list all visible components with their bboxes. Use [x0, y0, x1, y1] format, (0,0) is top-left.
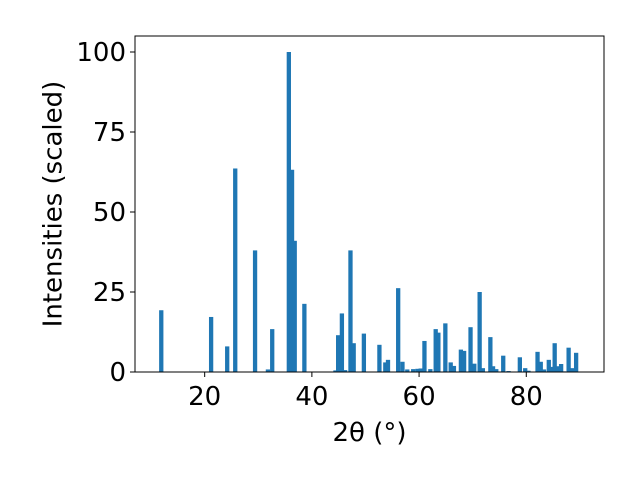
bar [448, 362, 453, 372]
bar [480, 368, 486, 372]
bar [339, 313, 345, 372]
bar [538, 361, 543, 372]
bar [302, 303, 307, 372]
bar [400, 361, 405, 372]
bar [458, 349, 464, 372]
bar [265, 369, 271, 372]
bar [333, 370, 338, 372]
y-tick-label: 75 [93, 118, 126, 148]
bar [292, 240, 297, 372]
bar [549, 366, 554, 372]
bar [411, 369, 416, 372]
y-tick-label: 100 [76, 38, 126, 68]
x-axis-label: 2θ (°) [332, 418, 406, 448]
bar [415, 368, 420, 372]
y-tick-label: 0 [109, 358, 126, 388]
y-tick-label: 50 [93, 198, 126, 228]
x-axis-ticks: 20 40 60 80 [188, 372, 543, 412]
bar [342, 370, 348, 372]
bar [405, 369, 410, 372]
bar [443, 323, 448, 372]
bar [535, 351, 540, 372]
y-axis-ticks: 0 25 50 75 100 [76, 38, 135, 388]
bar [546, 359, 551, 372]
bar [233, 168, 238, 372]
x-tick-label: 40 [295, 382, 328, 412]
bar [208, 316, 214, 372]
plot-frame [134, 35, 605, 373]
bar [566, 347, 571, 372]
bar [428, 369, 433, 372]
bar [286, 52, 291, 372]
bar [383, 362, 388, 372]
bar [494, 369, 499, 372]
bar [289, 169, 295, 372]
x-tick-label: 20 [188, 382, 221, 412]
bar [361, 333, 367, 372]
bar [523, 368, 528, 372]
bar [468, 327, 473, 372]
bar [490, 366, 496, 372]
bar [252, 250, 258, 372]
bar [377, 344, 382, 372]
bar [555, 366, 561, 372]
bar [436, 332, 441, 372]
bar-series [159, 52, 579, 372]
bar [517, 357, 522, 372]
bar [336, 335, 341, 372]
bar [348, 250, 353, 372]
bar [558, 364, 564, 372]
y-axis-label: Intensities (scaled) [39, 81, 69, 328]
bar [541, 369, 547, 372]
bar [488, 337, 493, 372]
bar [418, 368, 423, 372]
bar [570, 368, 575, 372]
bar [396, 288, 401, 372]
bar [270, 329, 275, 372]
bar [477, 292, 482, 372]
bar [385, 359, 391, 372]
x-tick-label: 60 [403, 382, 436, 412]
bar [573, 352, 579, 372]
bar [472, 363, 477, 372]
x-tick-label: 80 [510, 382, 543, 412]
bar [159, 310, 164, 372]
bar [501, 355, 506, 372]
bar [351, 343, 356, 372]
bar [552, 343, 557, 372]
bar [451, 365, 457, 372]
bar [461, 350, 467, 372]
bar [433, 329, 438, 372]
bar [526, 370, 531, 372]
bar [422, 340, 427, 372]
bar [225, 346, 230, 372]
y-tick-label: 25 [93, 278, 126, 308]
